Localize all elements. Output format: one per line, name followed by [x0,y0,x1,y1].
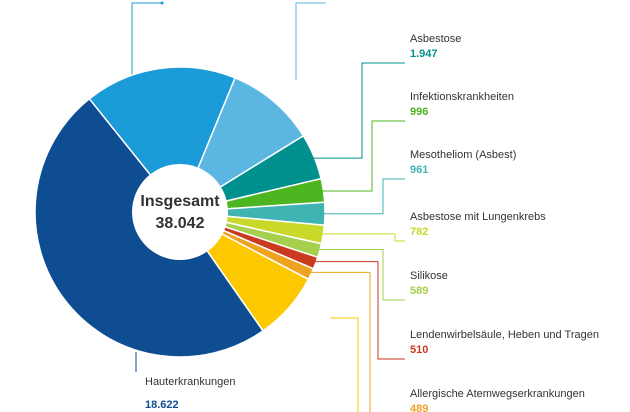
slice [88,66,237,214]
value-label: 1.947 [410,48,438,60]
category-label: Allergische Atemwegserkrankungen [410,388,585,400]
center-label: Insgesamt [140,193,220,210]
center-total: 38.042 [156,215,205,232]
connector [320,178,405,215]
connector [315,249,405,301]
value-label: 961 [410,164,428,176]
category-label: Infektionskrankheiten [410,91,514,103]
connector [310,62,405,159]
category-label: Lendenwirbelsäule, Heben und Tragen [410,329,599,341]
value-label: 996 [410,106,428,118]
connector [311,261,405,360]
value-label: 18.622 [145,399,179,411]
category-label: Mesotheliom (Asbest) [410,149,516,161]
connector [319,120,405,192]
category-label: Hauterkrankungen [145,376,236,388]
category-label: Asbestose [410,33,461,45]
connector [330,317,359,412]
connector [295,2,326,80]
connector-dot [160,1,164,5]
donut-hole [132,164,228,260]
connector [131,2,162,75]
category-label: Silikose [410,270,448,282]
connector [319,233,405,242]
category-label: Asbestose mit Lungenkrebs [410,211,546,223]
value-label: 782 [410,226,428,238]
connector [307,271,371,412]
value-label: 489 [410,403,428,412]
value-label: 589 [410,285,428,297]
value-label: 510 [410,344,428,356]
